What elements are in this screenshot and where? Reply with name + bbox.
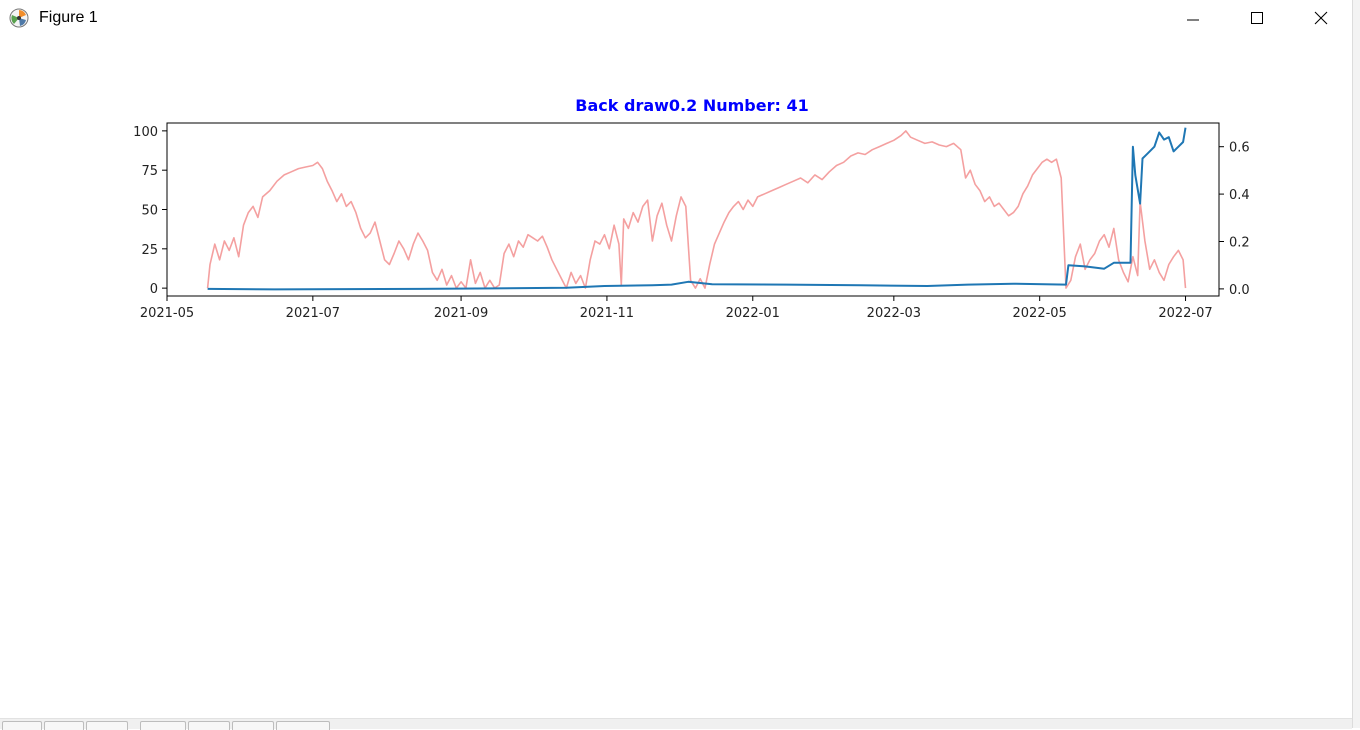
pan-icon[interactable] bbox=[140, 721, 186, 730]
x-tick-label: 2021-11 bbox=[580, 306, 634, 321]
plot-frame bbox=[166, 122, 1220, 297]
x-tick-label: 2022-03 bbox=[867, 306, 921, 321]
zoom-icon[interactable] bbox=[188, 721, 230, 730]
x-tick-label: 2021-05 bbox=[140, 306, 194, 321]
y-left-tick-label: 100 bbox=[133, 125, 158, 140]
figure-canvas bbox=[0, 38, 1352, 718]
series-line-2 bbox=[207, 127, 1187, 291]
y-right-tick-label: 0.4 bbox=[1229, 188, 1250, 203]
subplots-icon[interactable] bbox=[232, 721, 274, 730]
minimize-icon bbox=[1186, 11, 1200, 25]
chart-title: Back draw0.2 Number: 41 bbox=[575, 96, 808, 115]
maximize-button[interactable] bbox=[1229, 2, 1285, 34]
y-left-tick-label: 50 bbox=[141, 204, 158, 219]
minimize-button[interactable] bbox=[1165, 2, 1221, 34]
save-icon[interactable] bbox=[276, 721, 330, 730]
x-tick-label: 2021-07 bbox=[286, 306, 340, 321]
close-icon bbox=[1313, 10, 1329, 26]
close-button[interactable] bbox=[1293, 2, 1349, 34]
axis-layer: 2021-05 2021-07 2021-09 2021-11 2022-01 2022-… bbox=[133, 125, 1250, 321]
navigation-toolbar bbox=[0, 718, 1352, 730]
window-titlebar: Figure 1 bbox=[0, 0, 1352, 38]
back-icon[interactable] bbox=[44, 721, 84, 730]
matplotlib-icon bbox=[8, 7, 30, 29]
y-right-tick-label: 0.2 bbox=[1229, 235, 1250, 250]
window-title: Figure 1 bbox=[39, 9, 98, 26]
x-tick-label: 2022-05 bbox=[1013, 306, 1067, 321]
y-left-tick-label: 25 bbox=[141, 243, 158, 258]
y-left-tick-label: 0 bbox=[150, 282, 158, 297]
home-icon[interactable] bbox=[2, 721, 42, 730]
y-right-tick-label: 0.0 bbox=[1229, 283, 1250, 298]
x-tick-label: 2021-09 bbox=[434, 306, 488, 321]
x-tick-label: 2022-07 bbox=[1158, 306, 1212, 321]
y-right-tick-label: 0.6 bbox=[1229, 141, 1250, 156]
series-layer bbox=[206, 127, 1187, 291]
series-line-1 bbox=[206, 130, 1187, 289]
chart: Back draw0.2 Number: 41 2021-05 2021-07 20… bbox=[133, 96, 1250, 321]
window-right-edge bbox=[1352, 0, 1360, 728]
maximize-icon bbox=[1250, 11, 1264, 25]
y-left-tick-label: 75 bbox=[141, 164, 158, 179]
forward-icon[interactable] bbox=[86, 721, 128, 730]
x-tick-label: 2022-01 bbox=[726, 306, 780, 321]
